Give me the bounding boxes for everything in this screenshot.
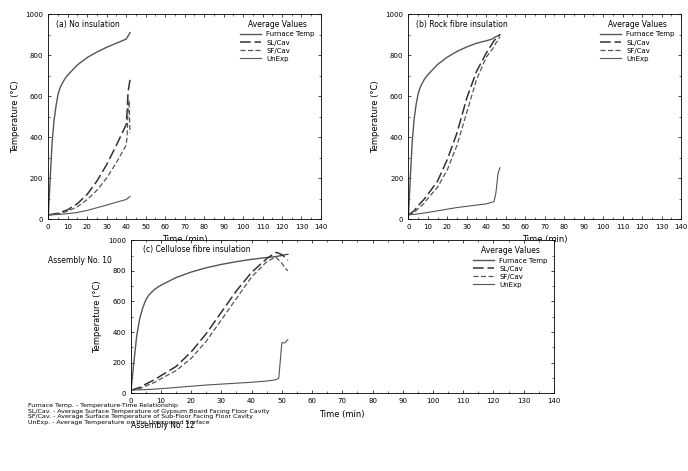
X-axis label: Time (min): Time (min) [319, 410, 365, 419]
Y-axis label: Temperature (°C): Temperature (°C) [11, 80, 20, 153]
X-axis label: Time (min): Time (min) [522, 236, 568, 244]
Y-axis label: Temperature (°C): Temperature (°C) [94, 280, 103, 353]
Text: Assembly No. 10: Assembly No. 10 [48, 256, 112, 265]
Legend: Furnace Temp, SL/Cav, SF/Cav, UnExp: Furnace Temp, SL/Cav, SF/Cav, UnExp [470, 244, 550, 291]
Legend: Furnace Temp, SL/Cav, SF/Cav, UnExp: Furnace Temp, SL/Cav, SF/Cav, UnExp [237, 17, 318, 65]
X-axis label: Time (min): Time (min) [162, 236, 207, 244]
Text: Assembly No. 11: Assembly No. 11 [408, 256, 472, 265]
Legend: Furnace Temp, SL/Cav, SF/Cav, UnExp: Furnace Temp, SL/Cav, SF/Cav, UnExp [597, 17, 678, 65]
Y-axis label: Temperature (°C): Temperature (°C) [371, 80, 380, 153]
Text: (b) Rock fibre insulation: (b) Rock fibre insulation [416, 20, 508, 29]
Text: Furnace Temp. - Temperature-Time Relationship
SL/Cav. - Average Surface Temperat: Furnace Temp. - Temperature-Time Relatio… [28, 403, 269, 425]
Text: Assembly No. 12: Assembly No. 12 [131, 421, 195, 430]
Text: (a) No insulation: (a) No insulation [56, 20, 120, 29]
Text: (c) Cellulose fibre insulation: (c) Cellulose fibre insulation [143, 245, 251, 254]
